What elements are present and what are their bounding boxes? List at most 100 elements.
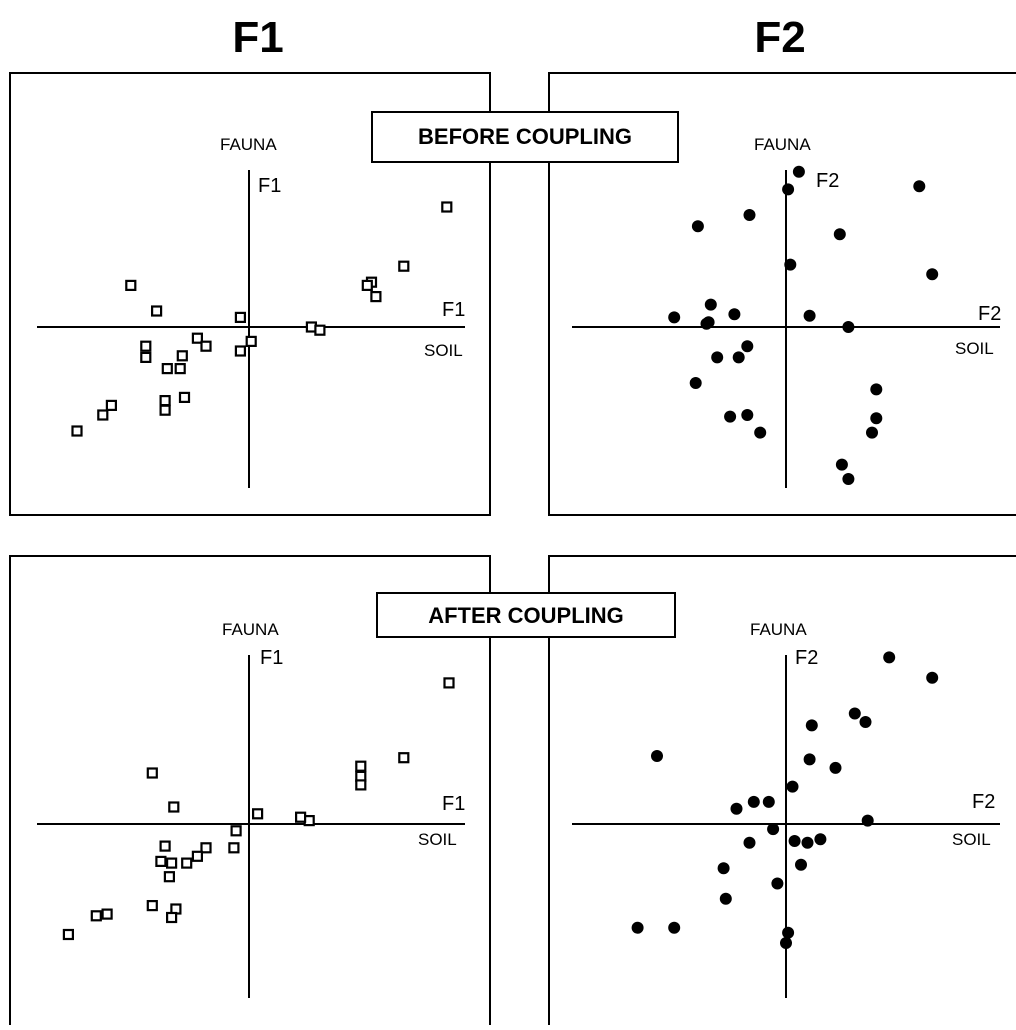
data-point-before-f1-23 <box>97 409 109 421</box>
data-point-before-f2-12 <box>702 316 715 329</box>
data-point-after-f1-12 <box>200 842 212 854</box>
panel-title-before: BEFORE COUPLING <box>418 124 632 149</box>
x-axis-code-after-f1: F1 <box>442 793 465 815</box>
x-axis-code-after-f2: F2 <box>972 791 995 813</box>
data-point-before-f1-7 <box>234 311 246 323</box>
data-point-before-f2-22 <box>870 412 883 425</box>
data-point-after-f1-21 <box>166 911 178 924</box>
x-axis-code-before-f2: F2 <box>978 303 1001 325</box>
data-point-before-f2-19 <box>870 383 883 396</box>
x-axis-code-before-f1: F1 <box>442 299 465 321</box>
data-point-after-f2-17 <box>743 836 756 849</box>
data-point-after-f2-14 <box>788 835 801 847</box>
data-point-after-f1-22 <box>101 908 113 920</box>
data-point-after-f2-18 <box>795 858 807 871</box>
data-point-after-f2-7 <box>829 761 842 774</box>
data-point-before-f2-7 <box>926 268 939 281</box>
data-point-before-f2-6 <box>784 258 797 271</box>
data-point-before-f1-21 <box>159 404 171 416</box>
panel-title-after: AFTER COUPLING <box>428 603 624 628</box>
data-point-after-f2-8 <box>747 795 760 808</box>
data-point-before-f2-24 <box>866 426 878 439</box>
data-point-after-f2-24 <box>782 926 795 939</box>
data-point-before-f2-4 <box>691 220 704 233</box>
column-heading-f1: F1 <box>232 13 283 62</box>
data-point-before-f2-1 <box>782 183 795 196</box>
data-point-before-f2-5 <box>833 228 846 241</box>
column-heading-f2: F2 <box>754 13 805 62</box>
data-point-before-f1-15 <box>174 363 186 375</box>
y-axis-code-after-f2: F2 <box>795 647 818 669</box>
data-point-after-f1-2 <box>355 760 367 772</box>
data-point-before-f1-19 <box>178 391 191 403</box>
points-layer <box>62 165 939 949</box>
data-point-after-f2-25 <box>780 937 792 949</box>
data-point-after-f1-18 <box>163 871 175 883</box>
data-point-before-f2-16 <box>711 351 724 364</box>
data-point-after-f2-2 <box>848 707 861 720</box>
data-point-after-f1-14 <box>181 857 193 869</box>
data-point-before-f1-1 <box>398 260 410 272</box>
data-point-before-f1-20 <box>159 395 171 407</box>
x-axis-name-after-f2: SOIL <box>952 830 991 849</box>
data-point-before-f1-11 <box>200 340 212 352</box>
data-point-before-f2-21 <box>741 409 754 421</box>
data-point-before-f1-9 <box>234 345 246 357</box>
panel-frame-after-f1 <box>9 555 491 1030</box>
data-point-after-f2-20 <box>771 877 784 890</box>
data-point-after-f2-0 <box>883 651 896 664</box>
data-point-after-f2-4 <box>805 719 818 732</box>
data-point-after-f1-6 <box>295 811 307 823</box>
y-axis-name-before-f1: FAUNA <box>220 135 277 154</box>
data-point-before-f1-18 <box>125 279 137 291</box>
data-point-before-f2-14 <box>842 321 855 333</box>
data-point-after-f2-16 <box>814 833 827 846</box>
data-point-after-f2-12 <box>861 814 874 827</box>
data-point-before-f1-0 <box>441 201 453 213</box>
data-point-after-f1-9 <box>146 767 158 779</box>
data-point-before-f2-13 <box>803 309 816 322</box>
data-point-before-f2-23 <box>754 426 767 439</box>
data-point-after-f1-0 <box>443 677 455 689</box>
data-point-before-f1-14 <box>140 351 152 363</box>
data-point-before-f2-2 <box>913 180 926 193</box>
data-point-after-f1-17 <box>159 840 171 852</box>
data-point-before-f1-16 <box>161 363 173 375</box>
data-point-after-f1-23 <box>90 910 102 922</box>
data-point-after-f2-11 <box>730 802 743 815</box>
data-point-before-f2-15 <box>741 340 754 353</box>
data-point-after-f1-19 <box>146 899 158 912</box>
y-axis-code-before-f2: F2 <box>816 170 839 192</box>
data-point-before-f2-3 <box>743 209 756 221</box>
y-axis-code-before-f1: F1 <box>258 175 281 197</box>
data-point-before-f1-4 <box>361 279 373 291</box>
data-point-after-f1-11 <box>228 842 240 854</box>
data-point-after-f1-15 <box>166 857 178 869</box>
title-box-before <box>371 111 679 163</box>
data-point-after-f1-1 <box>398 752 410 764</box>
x-axis-name-after-f1: SOIL <box>418 830 457 849</box>
data-point-after-f2-19 <box>717 862 730 875</box>
data-point-after-f1-24 <box>62 928 75 941</box>
data-point-before-f2-25 <box>835 458 848 471</box>
data-point-after-f1-8 <box>168 801 180 813</box>
panel-frame-before-f1 <box>9 72 491 516</box>
data-point-before-f1-22 <box>105 399 118 411</box>
data-point-after-f2-3 <box>859 716 872 728</box>
data-point-before-f2-17 <box>732 351 745 364</box>
data-point-after-f2-10 <box>786 780 799 793</box>
x-axis-name-before-f2: SOIL <box>955 339 994 358</box>
y-axis-code-after-f1: F1 <box>260 647 283 669</box>
y-axis-name-after-f1: FAUNA <box>222 620 279 639</box>
data-point-before-f2-9 <box>668 311 681 324</box>
data-point-after-f2-22 <box>631 921 644 934</box>
data-point-before-f2-26 <box>842 473 855 485</box>
data-point-before-f1-6 <box>314 324 326 336</box>
y-axis-name-before-f2: FAUNA <box>754 135 811 154</box>
data-point-before-f1-13 <box>140 340 152 352</box>
y-axis-name-after-f2: FAUNA <box>750 620 807 639</box>
data-point-after-f1-7 <box>252 808 264 820</box>
data-point-before-f2-18 <box>689 377 702 389</box>
data-point-after-f2-6 <box>803 753 816 766</box>
